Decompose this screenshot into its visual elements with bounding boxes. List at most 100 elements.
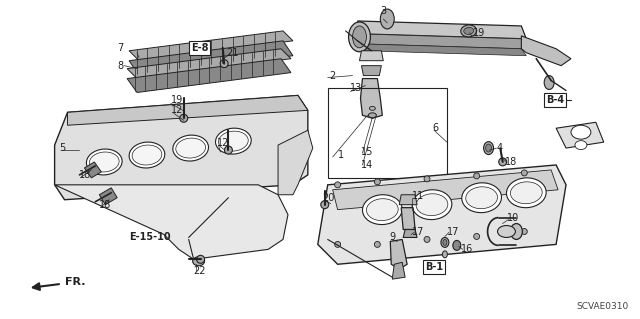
- Text: B-1: B-1: [425, 262, 443, 272]
- Circle shape: [499, 158, 507, 166]
- Ellipse shape: [129, 142, 165, 168]
- Polygon shape: [127, 59, 291, 93]
- Text: 21: 21: [227, 48, 239, 58]
- Text: 5: 5: [60, 143, 66, 153]
- Circle shape: [321, 201, 329, 209]
- Ellipse shape: [442, 251, 447, 258]
- Text: 13: 13: [349, 84, 362, 93]
- Text: 1: 1: [338, 150, 344, 160]
- Polygon shape: [390, 240, 407, 269]
- Text: 10: 10: [506, 212, 518, 223]
- Text: 9: 9: [389, 233, 396, 242]
- Ellipse shape: [412, 190, 452, 219]
- Text: 17: 17: [447, 227, 460, 237]
- Ellipse shape: [369, 106, 376, 110]
- Ellipse shape: [511, 224, 522, 240]
- Circle shape: [196, 255, 205, 263]
- Text: 18: 18: [504, 157, 516, 167]
- Polygon shape: [129, 31, 293, 61]
- Text: E-15-10: E-15-10: [129, 233, 171, 242]
- Polygon shape: [556, 122, 604, 148]
- Ellipse shape: [353, 26, 367, 48]
- Text: 22: 22: [194, 266, 206, 276]
- Ellipse shape: [132, 145, 162, 165]
- Text: 4: 4: [497, 143, 502, 153]
- Polygon shape: [360, 78, 382, 118]
- Ellipse shape: [486, 144, 492, 152]
- Text: 17: 17: [412, 227, 424, 237]
- Polygon shape: [522, 36, 571, 66]
- Ellipse shape: [571, 125, 591, 139]
- Polygon shape: [358, 21, 526, 39]
- Text: FR.: FR.: [33, 277, 85, 290]
- Ellipse shape: [416, 194, 448, 216]
- Ellipse shape: [193, 257, 205, 266]
- Polygon shape: [54, 95, 308, 200]
- Circle shape: [180, 114, 188, 122]
- Ellipse shape: [216, 128, 252, 154]
- Text: E-8: E-8: [191, 43, 208, 53]
- Text: 12: 12: [171, 105, 183, 115]
- Text: 3: 3: [380, 6, 387, 16]
- Text: 20: 20: [323, 193, 335, 203]
- Polygon shape: [401, 208, 415, 229]
- Ellipse shape: [349, 22, 371, 52]
- Polygon shape: [399, 195, 417, 205]
- Text: 15: 15: [360, 147, 373, 157]
- Circle shape: [522, 228, 527, 234]
- Polygon shape: [362, 66, 381, 76]
- Polygon shape: [358, 44, 526, 56]
- Circle shape: [474, 173, 479, 179]
- Ellipse shape: [218, 131, 248, 151]
- Text: 12: 12: [216, 138, 229, 148]
- Ellipse shape: [461, 25, 477, 37]
- Ellipse shape: [506, 178, 546, 208]
- Ellipse shape: [367, 199, 398, 221]
- Circle shape: [335, 241, 340, 248]
- Ellipse shape: [453, 241, 461, 250]
- Ellipse shape: [497, 226, 515, 237]
- Ellipse shape: [369, 113, 376, 118]
- Ellipse shape: [464, 27, 474, 34]
- Ellipse shape: [466, 187, 497, 209]
- Text: 7: 7: [117, 43, 124, 53]
- Ellipse shape: [462, 183, 502, 213]
- Text: 6: 6: [432, 123, 438, 133]
- Ellipse shape: [443, 240, 447, 245]
- Circle shape: [374, 241, 380, 248]
- Text: 19: 19: [473, 28, 485, 38]
- Ellipse shape: [173, 135, 209, 161]
- Circle shape: [335, 182, 340, 188]
- Text: 8: 8: [117, 61, 124, 70]
- Ellipse shape: [484, 142, 493, 154]
- Ellipse shape: [362, 195, 402, 225]
- Polygon shape: [360, 51, 383, 61]
- Ellipse shape: [575, 141, 587, 150]
- Circle shape: [522, 170, 527, 176]
- Polygon shape: [318, 165, 566, 264]
- Circle shape: [424, 236, 430, 242]
- Text: 11: 11: [412, 191, 424, 201]
- Ellipse shape: [511, 182, 542, 204]
- Polygon shape: [68, 95, 308, 125]
- Polygon shape: [392, 262, 405, 279]
- Ellipse shape: [544, 76, 554, 90]
- Text: 16: 16: [461, 244, 473, 254]
- Text: 18: 18: [99, 200, 111, 210]
- Text: B-4: B-4: [546, 95, 564, 105]
- Polygon shape: [84, 162, 101, 178]
- Ellipse shape: [86, 149, 122, 175]
- Polygon shape: [278, 130, 313, 195]
- Polygon shape: [99, 188, 117, 205]
- Circle shape: [220, 60, 228, 68]
- Circle shape: [474, 234, 479, 240]
- Polygon shape: [403, 229, 417, 237]
- Text: 18: 18: [79, 170, 92, 180]
- Circle shape: [424, 176, 430, 182]
- Circle shape: [374, 179, 380, 185]
- Ellipse shape: [176, 138, 205, 158]
- Polygon shape: [54, 185, 288, 259]
- Circle shape: [225, 146, 232, 154]
- Polygon shape: [358, 34, 526, 49]
- Polygon shape: [333, 170, 558, 210]
